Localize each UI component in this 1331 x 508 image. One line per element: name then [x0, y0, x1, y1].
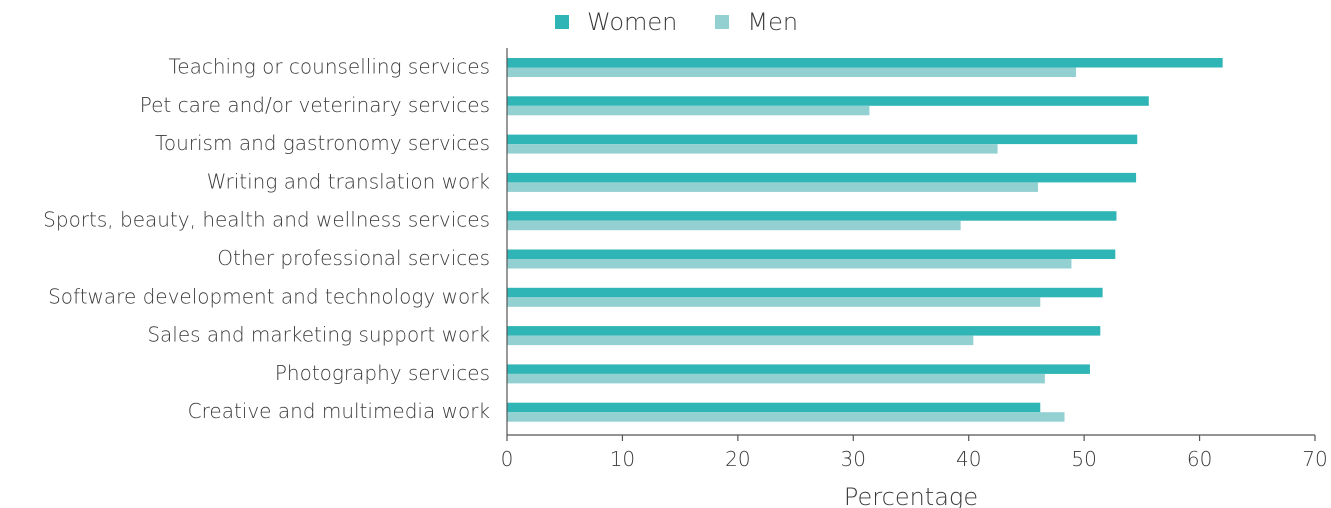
category-labels: Teaching or counselling services Pet care… [43, 55, 490, 424]
bar-women [507, 96, 1149, 106]
bar-men [507, 259, 1072, 269]
category-label: Photography services [275, 361, 490, 385]
category-label: Sales and marketing support work [147, 323, 490, 347]
category-label: Pet care and/or veterinary services [140, 93, 490, 117]
category-label: Teaching or counselling services [168, 55, 490, 79]
category-label: Other professional services [217, 246, 490, 270]
bar-women [507, 58, 1223, 68]
legend-item-women: Women [555, 8, 677, 36]
category-label: Sports, beauty, health and wellness serv… [43, 208, 490, 232]
legend-swatch-men [715, 15, 730, 29]
bar-men [507, 412, 1065, 422]
x-tick-label: 60 [1187, 447, 1212, 471]
bar-men [507, 297, 1041, 307]
category-label: Tourism and gastronomy services [155, 131, 490, 155]
legend-label-men: Men [747, 8, 799, 36]
legend-item-men: Men [715, 8, 798, 36]
x-tick-label: 50 [1071, 447, 1096, 471]
bar-women [507, 326, 1101, 336]
x-ticks: 0 10 20 30 40 50 60 70 [501, 435, 1328, 471]
bar-men [507, 67, 1077, 77]
bar-men [507, 182, 1038, 192]
x-axis-title: Percentage [844, 483, 978, 508]
x-tick-label: 20 [725, 447, 750, 471]
category-label: Creative and multimedia work [188, 399, 490, 423]
legend-swatch-women [555, 15, 569, 29]
bar-women [507, 134, 1138, 145]
bar-women [507, 364, 1090, 374]
bar-women [507, 172, 1137, 183]
bars-layer [507, 58, 1223, 422]
category-label: Software development and technology work [48, 284, 490, 308]
bar-men [507, 220, 961, 231]
bar-men [507, 144, 998, 154]
x-tick-label: 0 [501, 447, 514, 471]
bar-men [507, 373, 1045, 384]
x-tick-label: 70 [1302, 447, 1327, 471]
bar-women [507, 287, 1103, 298]
x-tick-label: 40 [956, 447, 981, 471]
category-label: Writing and translation work [207, 169, 490, 193]
x-tick-label: 10 [610, 447, 635, 471]
bar-women [507, 211, 1117, 221]
bar-women [507, 402, 1041, 413]
bar-men [507, 105, 870, 116]
bar-men [507, 335, 974, 346]
legend-label-women: Women [587, 8, 678, 36]
x-tick-label: 30 [841, 447, 866, 471]
bar-women [507, 249, 1116, 259]
chart-legend: Women Men [555, 8, 836, 36]
